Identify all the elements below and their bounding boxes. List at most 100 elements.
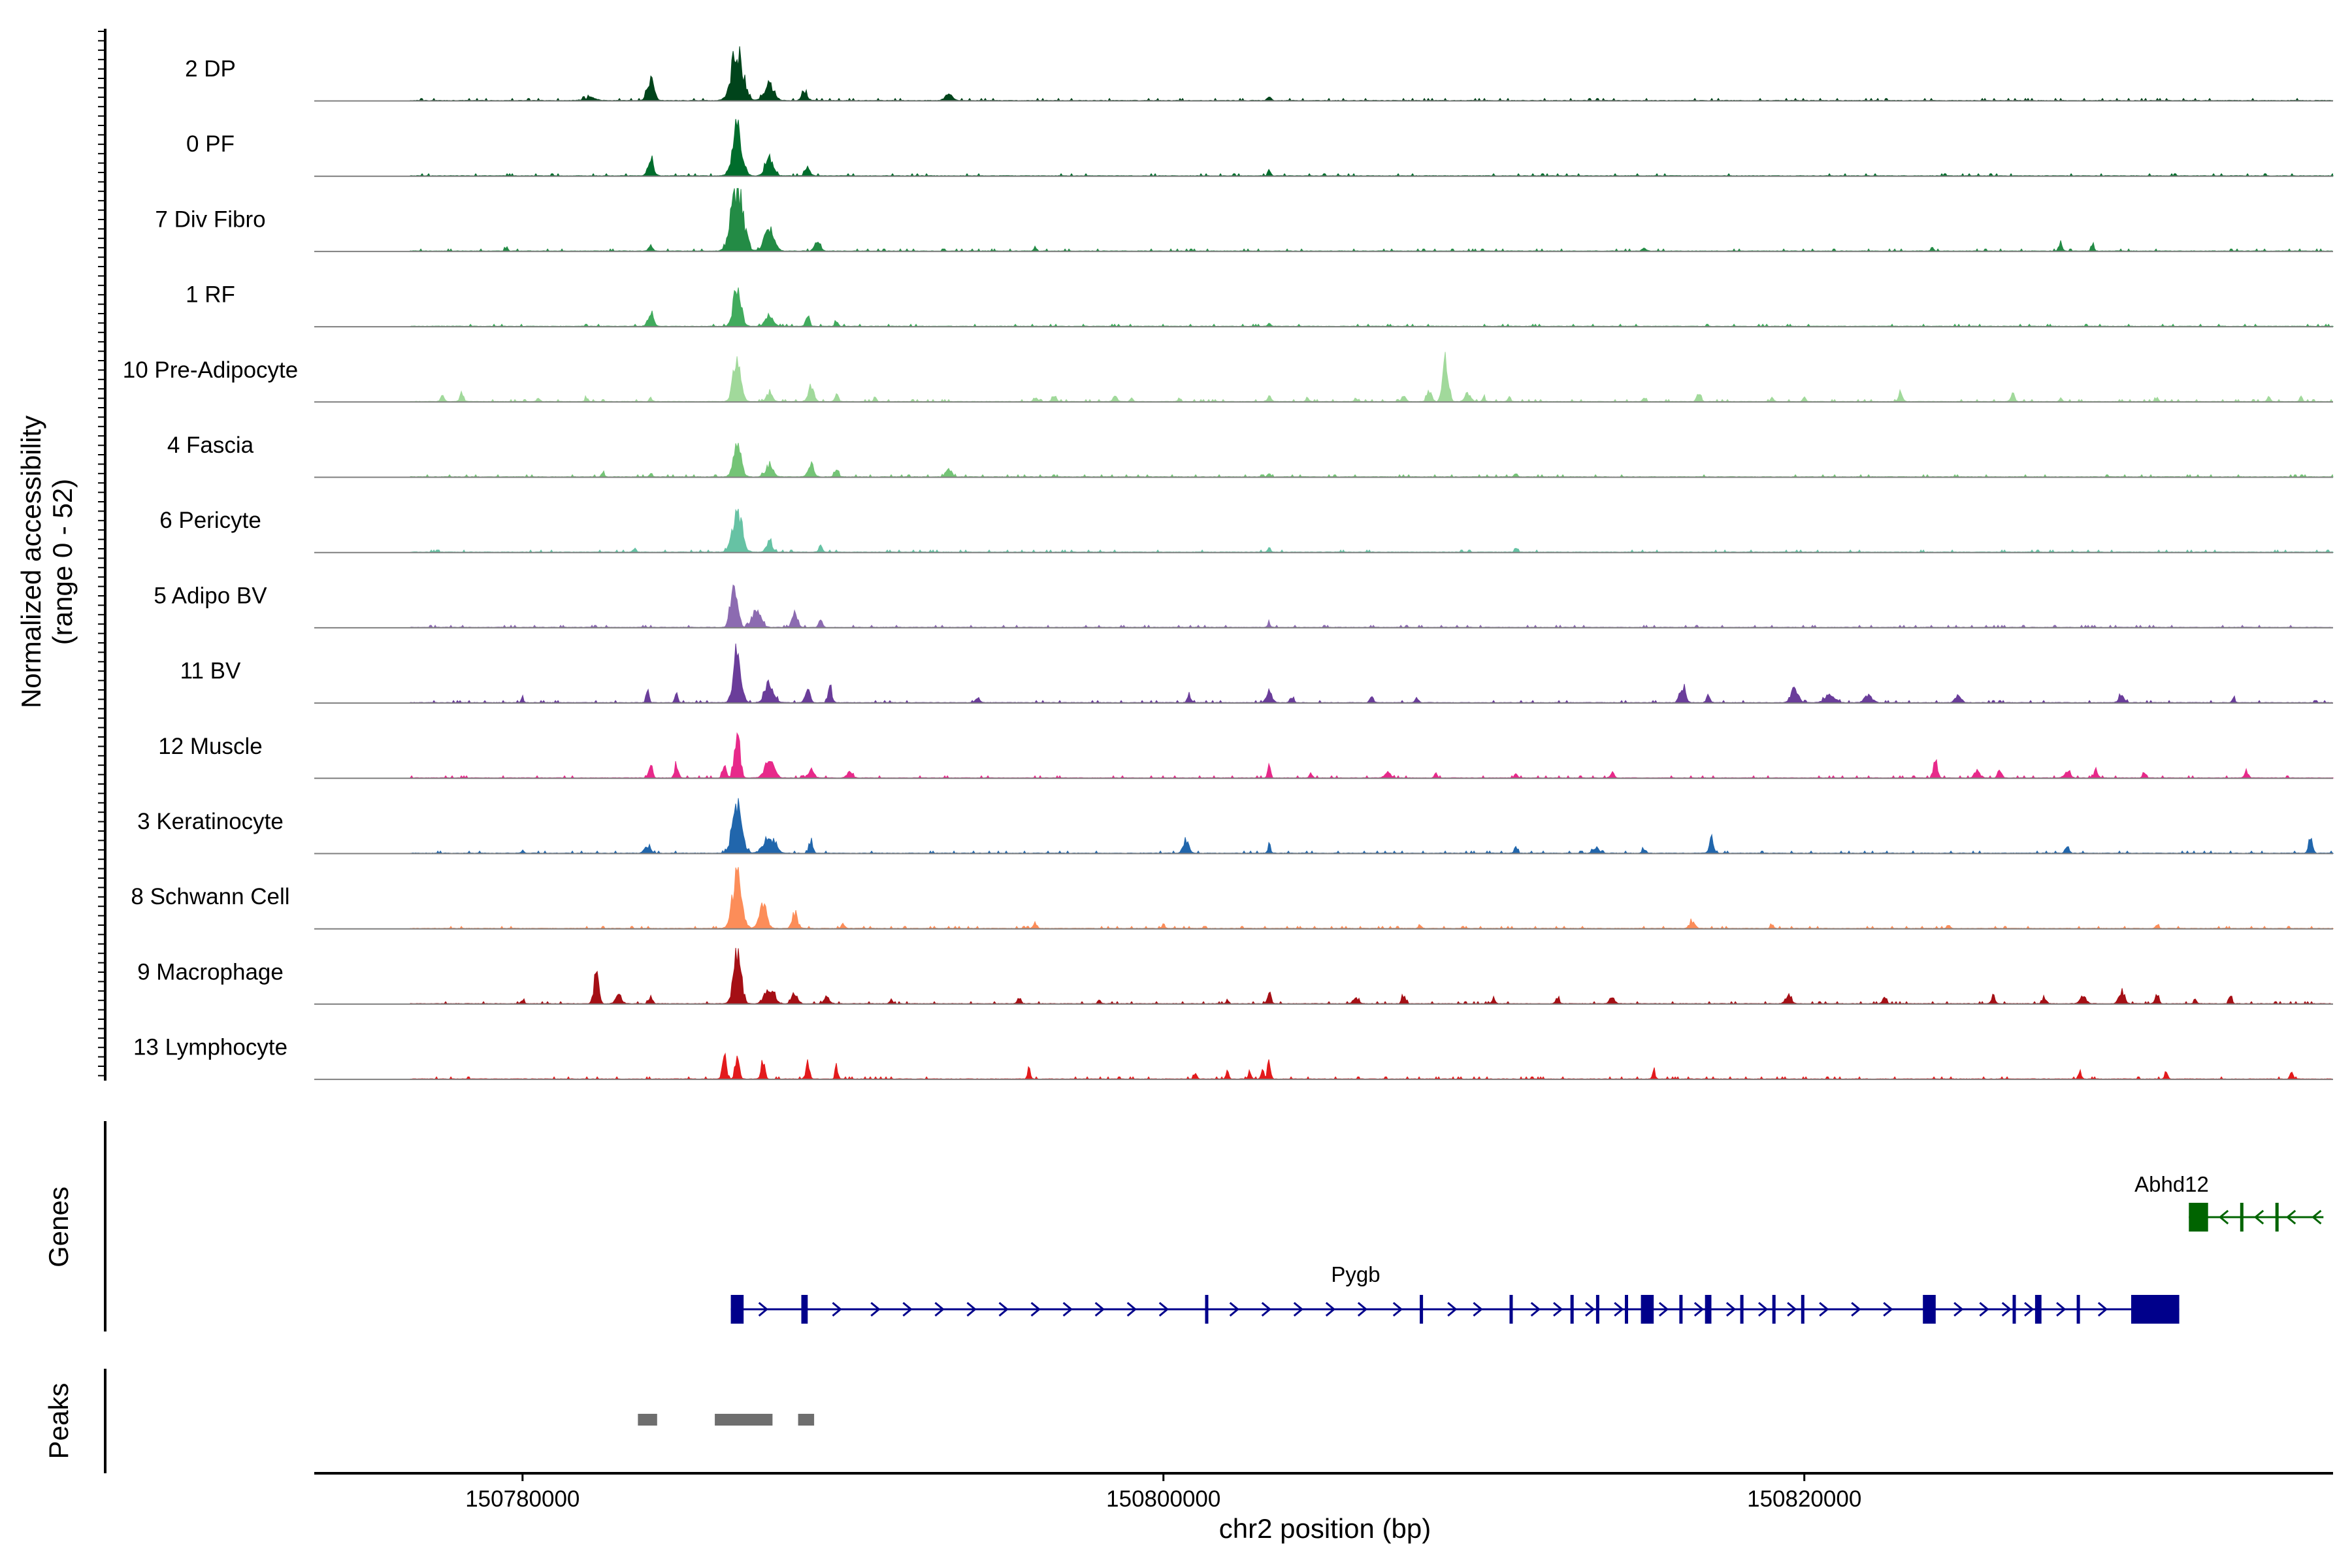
exon: [730, 1295, 744, 1324]
track-label: 4 Fascia: [167, 433, 254, 458]
peak-region: [715, 1414, 773, 1426]
strand-arrow: [1658, 1301, 1669, 1317]
peak-region: [798, 1414, 815, 1426]
track-4: 1 RF: [186, 282, 2334, 328]
exon: [801, 1295, 808, 1324]
strand-arrow: [1757, 1301, 1769, 1317]
track-label: 2 DP: [185, 56, 236, 82]
x-tick-label: 150820000: [1747, 1486, 1861, 1512]
strand-arrow: [1030, 1301, 1041, 1317]
x-axis: 150780000 150800000 150820000: [314, 1472, 2333, 1512]
exon: [1679, 1295, 1683, 1324]
strand-arrow: [1229, 1301, 1240, 1317]
exon: [1923, 1295, 1936, 1324]
track-label: 13 Lymphocyte: [133, 1035, 287, 1060]
strand-arrow: [2001, 1301, 2012, 1317]
strand-arrow: [966, 1301, 977, 1317]
exon: [2076, 1295, 2080, 1324]
strand-arrow: [832, 1301, 842, 1317]
exon: [2131, 1295, 2180, 1324]
exon: [2275, 1203, 2279, 1232]
track-label: 9 Macrophage: [137, 959, 284, 985]
strand-arrow: [1979, 1301, 1989, 1317]
strand-arrow: [1473, 1301, 1483, 1317]
strand-arrow: [1094, 1301, 1105, 1317]
track-label: 7 Div Fibro: [155, 206, 265, 232]
track-1: 2 DP: [185, 46, 2334, 102]
peaks-panel-label: Peaks: [43, 1383, 74, 1460]
track-2: 0 PF: [186, 119, 2334, 177]
exon: [1509, 1295, 1513, 1324]
exon: [2034, 1295, 2042, 1324]
exon: [2240, 1203, 2244, 1232]
strand-arrow: [1585, 1301, 1595, 1317]
exon: [1420, 1295, 1424, 1324]
track-5: 10 Pre-Adipocyte: [123, 351, 2334, 403]
gene-pygb: Pygb: [730, 1262, 2180, 1324]
gene-abhd12: Abhd12: [2134, 1172, 2324, 1232]
track-3: 7 Div Fibro: [155, 188, 2334, 252]
track-9: 11 BV: [180, 644, 2334, 704]
coverage-area: [410, 644, 2334, 704]
strand-arrow: [1851, 1301, 1861, 1317]
exon: [1595, 1295, 1599, 1324]
gene-label: Abhd12: [2134, 1172, 2209, 1196]
y-axis: [98, 29, 106, 1081]
strand-arrow: [1357, 1301, 1368, 1317]
strand-arrow: [2024, 1301, 2034, 1317]
track-label: 3 Keratinocyte: [137, 809, 284, 834]
coverage-tracks: 2 DP 0 PF 7 Div Fibro 1 RF 10 Pre-Adipocyte 4…: [123, 46, 2334, 1081]
exon: [1625, 1295, 1628, 1324]
x-tick-label: 150780000: [465, 1486, 580, 1512]
peaks-panel: Peaks: [43, 1369, 815, 1473]
track-12: 8 Schwann Cell: [131, 867, 2334, 930]
strand-arrow: [2285, 1209, 2296, 1225]
track-label: 10 Pre-Adipocyte: [123, 357, 298, 383]
strand-arrow: [902, 1301, 913, 1317]
coverage-area: [410, 287, 2334, 327]
coverage-area: [410, 798, 2334, 854]
coverage-area: [410, 867, 2334, 930]
peak-region: [638, 1414, 657, 1426]
strand-arrow: [1261, 1301, 1272, 1317]
y-axis-title: Normalized accessibility: [16, 416, 46, 708]
strand-arrow: [2253, 1209, 2264, 1225]
coverage-area: [410, 732, 2334, 779]
exon: [1772, 1295, 1776, 1324]
x-tick-label: 150800000: [1106, 1486, 1220, 1512]
strand-arrow: [1158, 1301, 1169, 1317]
gene-label: Pygb: [1331, 1262, 1380, 1286]
track-label: 11 BV: [180, 659, 241, 684]
strand-arrow: [870, 1301, 881, 1317]
track-label: 8 Schwann Cell: [131, 884, 289, 909]
track-label: 0 PF: [186, 131, 235, 157]
coverage-area: [410, 351, 2334, 402]
coverage-area: [410, 188, 2334, 252]
strand-arrow: [1614, 1301, 1624, 1317]
track-label: 5 Adipo BV: [154, 583, 267, 608]
coverage-area: [410, 1053, 2333, 1080]
track-10: 12 Muscle: [158, 732, 2334, 779]
strand-arrow: [1062, 1301, 1073, 1317]
strand-arrow: [1293, 1301, 1304, 1317]
genes-panel: Genes Pygb Abhd12: [43, 1121, 2324, 1331]
track-label: 12 Muscle: [158, 734, 263, 759]
strand-arrow: [1392, 1301, 1403, 1317]
exon: [1205, 1295, 1209, 1324]
exon: [1705, 1295, 1712, 1324]
strand-arrow: [2056, 1301, 2066, 1317]
strand-arrow: [1126, 1301, 1137, 1317]
strand-arrow: [1953, 1301, 1964, 1317]
coverage-area: [410, 947, 2333, 1005]
strand-arrow: [998, 1301, 1009, 1317]
track-label: 6 Pericyte: [159, 508, 261, 533]
y-axis-range: (range 0 - 52): [47, 479, 78, 645]
track-label: 1 RF: [186, 282, 235, 308]
strand-arrow: [934, 1301, 945, 1317]
strand-arrow: [2311, 1209, 2322, 1225]
coverage-area: [410, 119, 2334, 176]
strand-arrow: [1725, 1301, 1737, 1317]
coverage-area: [410, 442, 2334, 478]
strand-arrow: [1325, 1301, 1336, 1317]
